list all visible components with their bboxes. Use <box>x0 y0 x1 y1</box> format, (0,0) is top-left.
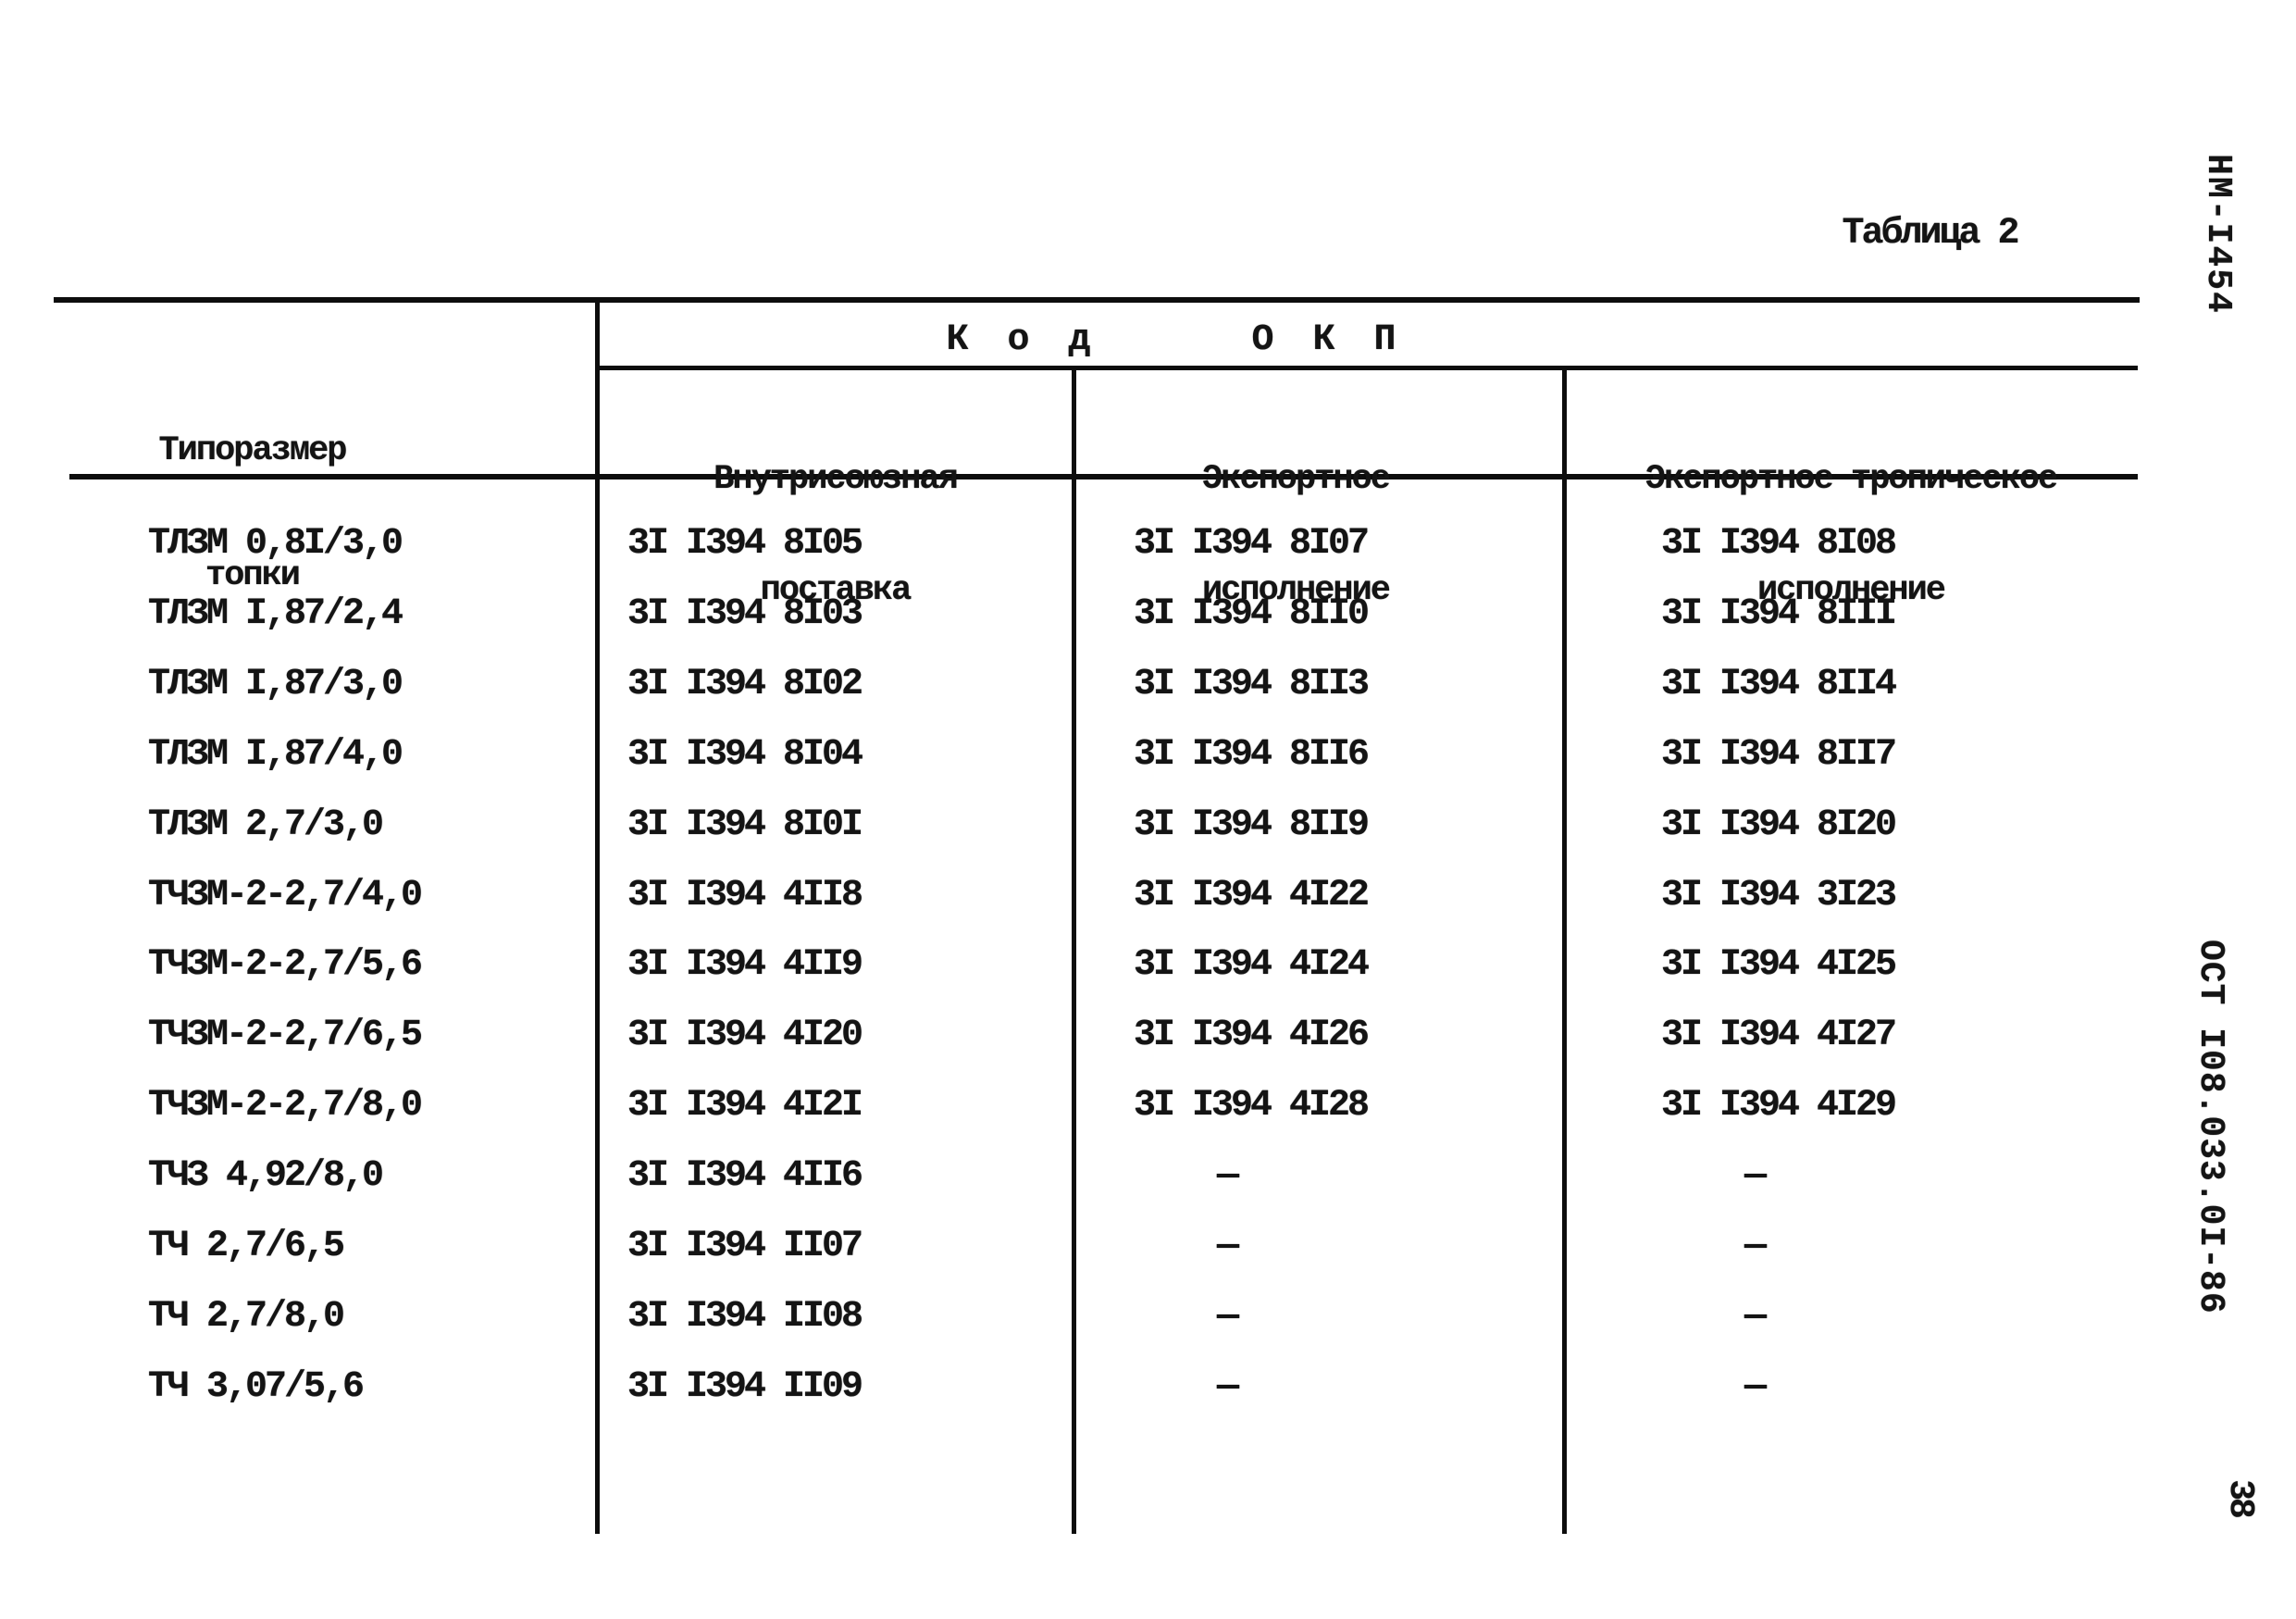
okp-code-cell: 3I I394 4II6 <box>627 1155 863 1197</box>
okp-code-cell: 3I I394 8I05 <box>627 523 863 565</box>
firebox-size-header-line1: Типоразмер <box>158 431 347 470</box>
okp-code-cell: — <box>1744 1366 1767 1408</box>
col-divider-domestic-export <box>1072 366 1076 1534</box>
table-top-border <box>54 297 2140 303</box>
table-title: Таблица 2 <box>1842 213 2019 255</box>
firebox-size-header-line2: топки <box>205 556 301 595</box>
firebox-type-cell: ТЛЗМ I,87/3,0 <box>148 664 403 705</box>
firebox-type-cell: ТЧ 2,7/8,0 <box>148 1296 345 1338</box>
firebox-size-header: Типоразмер топки <box>69 347 435 639</box>
firebox-type-cell: ТЛЗМ I,87/2,4 <box>148 593 403 635</box>
okp-code-cell: 3I I394 8I02 <box>627 664 863 705</box>
okp-code-cell: 3I I394 3I23 <box>1661 875 1897 916</box>
okp-code-cell: 3I I394 8I20 <box>1661 804 1897 846</box>
okp-code-cell: — <box>1217 1226 1239 1267</box>
okp-group-header: К о д О К П <box>946 319 1405 361</box>
okp-code-cell: — <box>1744 1226 1767 1267</box>
firebox-type-cell: ТЧЗМ-2-2,7/6,5 <box>148 1015 423 1056</box>
okp-code-cell: 3I I394 8I08 <box>1661 523 1897 565</box>
okp-code-cell: 3I I394 4I2I <box>627 1085 863 1127</box>
okp-code-cell: — <box>1744 1296 1767 1338</box>
okp-code-cell: 3I I394 8II6 <box>1134 734 1370 776</box>
okp-code-cell: — <box>1744 1155 1767 1197</box>
firebox-type-cell: ТЧ 3,07/5,6 <box>148 1366 365 1408</box>
firebox-type-cell: ТЛЗМ I,87/4,0 <box>148 734 403 776</box>
okp-code-cell: 3I I394 4I27 <box>1661 1015 1897 1056</box>
okp-code-cell: 3I I394 II09 <box>627 1366 863 1408</box>
okp-code-cell: 3I I394 4I25 <box>1661 944 1897 986</box>
col-divider-export-tropical <box>1562 366 1567 1534</box>
okp-code-cell: 3I I394 4II9 <box>627 944 863 986</box>
firebox-type-cell: ТЧЗМ-2-2,7/5,6 <box>148 944 423 986</box>
okp-code-cell: 3I I394 8I0I <box>627 804 863 846</box>
okp-code-cell: 3I I394 8I03 <box>627 593 863 635</box>
firebox-type-cell: ТЧЗ 4,92/8,0 <box>148 1155 384 1197</box>
okp-code-cell: 3I I394 8III <box>1661 593 1897 635</box>
header-bottom-border <box>69 474 2138 479</box>
okp-code-cell: 3I I394 4II8 <box>627 875 863 916</box>
firebox-type-cell: ТЛЗМ 2,7/3,0 <box>148 804 384 846</box>
okp-header-underline <box>597 366 2138 370</box>
okp-code-cell: — <box>1217 1366 1239 1408</box>
subheader-export-line2: исполнение <box>1201 571 1391 610</box>
okp-code-cell: 3I I394 8I04 <box>627 734 863 776</box>
subheader-export-tropical: Экспортное тропическое исполнение <box>1564 387 2138 646</box>
subheader-export: Экспортное исполнение <box>1074 387 1518 646</box>
okp-code-cell: 3I I394 4I29 <box>1661 1085 1897 1127</box>
okp-code-cell: — <box>1217 1155 1239 1197</box>
firebox-type-cell: ТЧЗМ-2-2,7/8,0 <box>148 1085 423 1127</box>
subheader-domestic-line1: Внутрисоюзная <box>714 460 959 499</box>
okp-code-cell: 3I I394 II08 <box>627 1296 863 1338</box>
okp-code-cell: 3I I394 4I28 <box>1134 1085 1370 1127</box>
subheader-export-tropical-line1: Экспортное тропическое <box>1644 460 2058 499</box>
okp-code-cell: — <box>1217 1296 1239 1338</box>
subheader-domestic-line2: поставка <box>760 571 912 610</box>
okp-code-cell: 3I I394 II07 <box>627 1226 863 1267</box>
okp-code-cell: 3I I394 8II4 <box>1661 664 1897 705</box>
okp-code-cell: 3I I394 4I22 <box>1134 875 1370 916</box>
firebox-type-cell: ТЛЗМ 0,8I/3,0 <box>148 523 403 565</box>
okp-code-cell: 3I I394 8II9 <box>1134 804 1370 846</box>
okp-code-cell: 3I I394 4I24 <box>1134 944 1370 986</box>
okp-code-cell: 3I I394 8II0 <box>1134 593 1370 635</box>
okp-code-cell: 3I I394 8I07 <box>1134 523 1370 565</box>
subheader-export-line1: Экспортное <box>1201 460 1391 499</box>
okp-code-cell: 3I I394 4I26 <box>1134 1015 1370 1056</box>
col-divider-type <box>595 297 600 1534</box>
okp-code-cell: 3I I394 4I20 <box>627 1015 863 1056</box>
subheader-export-tropical-line2: исполнение <box>1756 571 1946 610</box>
subheader-domestic-supply: Внутрисоюзная поставка <box>597 387 1074 646</box>
okp-code-cell: 3I I394 8II7 <box>1661 734 1897 776</box>
firebox-type-cell: ТЧ 2,7/6,5 <box>148 1226 345 1267</box>
okp-code-cell: 3I I394 8II3 <box>1134 664 1370 705</box>
firebox-type-cell: ТЧЗМ-2-2,7/4,0 <box>148 875 423 916</box>
